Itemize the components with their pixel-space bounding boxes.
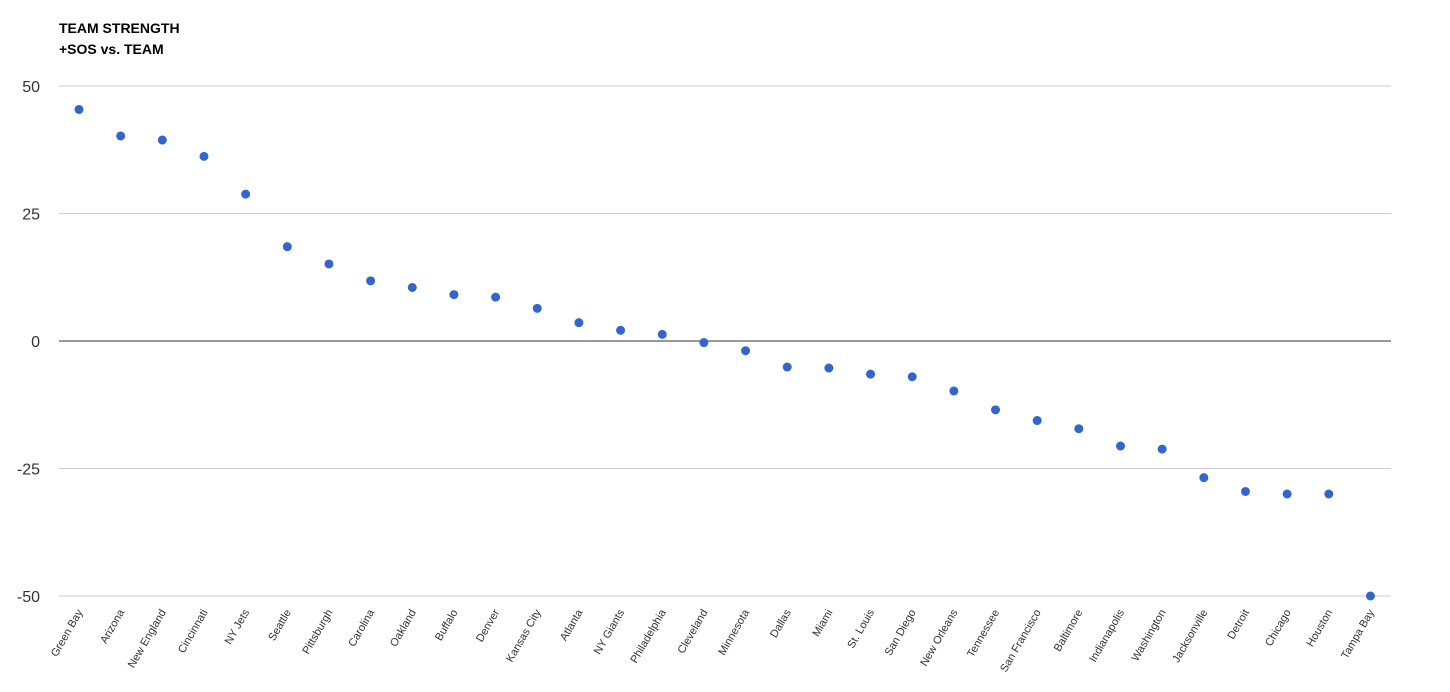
data-point[interactable]	[866, 369, 876, 379]
y-tick-label: 0	[31, 334, 40, 351]
data-point[interactable]	[1032, 416, 1042, 426]
x-tick-label: Washington	[1130, 608, 1169, 664]
data-point[interactable]	[324, 259, 334, 269]
data-point[interactable]	[782, 362, 792, 372]
y-tick-label: -25	[17, 462, 40, 479]
data-point[interactable]	[407, 282, 417, 292]
x-tick-label: Cleveland	[676, 608, 711, 656]
y-tick-label: -50	[17, 589, 40, 606]
x-tick-label: Chicago	[1263, 608, 1294, 649]
x-tick-label: New Orleans	[918, 607, 960, 668]
data-point[interactable]	[157, 135, 167, 145]
x-tick-label: Seattle	[266, 608, 294, 644]
x-tick-label: San Francisco	[998, 608, 1044, 675]
x-tick-label: Tennessee	[965, 608, 1002, 660]
x-tick-label: Baltimore	[1052, 608, 1086, 654]
x-tick-label: Minnesota	[716, 607, 752, 658]
data-point[interactable]	[241, 189, 251, 199]
chart-title: TEAM STRENGTH	[59, 20, 180, 36]
data-points	[74, 104, 1375, 601]
x-tick-label: Cincinnati	[176, 608, 211, 656]
data-point[interactable]	[741, 346, 751, 356]
data-point[interactable]	[949, 386, 959, 396]
chart-subtitle: +SOS vs. TEAM	[59, 41, 164, 57]
data-point[interactable]	[1074, 424, 1084, 434]
data-point[interactable]	[657, 329, 667, 339]
x-tick-label: Philadelphia	[628, 607, 669, 666]
x-tick-label: San Diego	[883, 608, 919, 658]
x-tick-label: Miami	[810, 608, 835, 639]
gridlines	[59, 85, 1391, 597]
data-point[interactable]	[532, 303, 542, 313]
data-point[interactable]	[991, 405, 1001, 415]
data-point[interactable]	[199, 151, 209, 161]
chart-title-block: TEAM STRENGTH +SOS vs. TEAM	[59, 18, 180, 60]
data-point[interactable]	[1157, 444, 1167, 454]
data-point[interactable]	[116, 131, 126, 141]
y-tick-label: 50	[22, 79, 40, 96]
x-tick-label: Houston	[1305, 608, 1336, 649]
data-point[interactable]	[282, 242, 292, 252]
data-point[interactable]	[574, 318, 584, 328]
x-tick-label: NY Jets	[223, 607, 253, 647]
data-point[interactable]	[449, 290, 459, 300]
x-tick-label: New England	[126, 608, 169, 671]
data-point[interactable]	[824, 363, 834, 373]
data-point[interactable]	[1282, 489, 1292, 499]
x-tick-label: Detroit	[1225, 608, 1252, 642]
x-tick-label: Green Bay	[49, 607, 86, 659]
data-point[interactable]	[491, 292, 501, 302]
x-tick-label: Dallas	[768, 607, 794, 640]
y-axis-tick-labels: 50 25 0 -25 -50	[17, 79, 40, 606]
y-tick-label: 25	[22, 207, 40, 224]
x-tick-label: Oakland	[388, 608, 419, 649]
data-point[interactable]	[699, 338, 709, 348]
x-tick-label: Jacksonville	[1170, 608, 1210, 665]
data-point[interactable]	[1365, 591, 1375, 601]
data-point[interactable]	[1199, 473, 1209, 483]
data-point[interactable]	[1240, 486, 1250, 496]
data-point[interactable]	[1324, 489, 1334, 499]
x-tick-label: Pittsburgh	[300, 608, 335, 657]
data-point[interactable]	[1116, 441, 1125, 451]
x-tick-label: Denver	[474, 607, 502, 644]
x-tick-label: Atlanta	[558, 607, 586, 643]
data-point[interactable]	[74, 104, 84, 114]
x-tick-label: Tampa Bay	[1339, 607, 1377, 661]
data-point[interactable]	[616, 325, 626, 335]
x-tick-label: Buffalo	[433, 608, 460, 643]
x-tick-label: St. Louis	[845, 607, 877, 651]
x-tick-label: Kansas City	[504, 607, 544, 664]
data-point[interactable]	[907, 372, 917, 382]
data-point[interactable]	[366, 276, 376, 286]
x-tick-label: Arizona	[98, 607, 127, 646]
x-tick-label: Indianapolis	[1087, 607, 1127, 664]
x-tick-label: NY Giants	[592, 607, 628, 657]
x-tick-label: Carolina	[346, 607, 377, 649]
